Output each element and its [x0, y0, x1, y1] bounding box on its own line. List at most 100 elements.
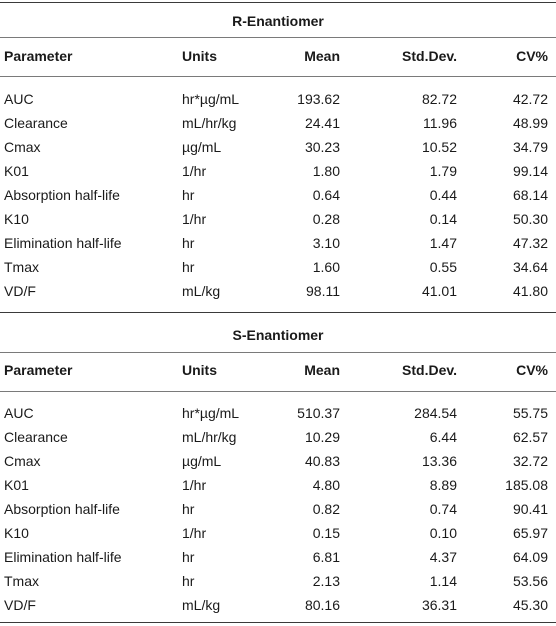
cell-cv: 47.32 — [512, 235, 548, 251]
table-row: AUC hr*µg/mL 193.62 82.72 42.72 — [0, 88, 556, 110]
cell-mean: 0.15 — [312, 525, 340, 541]
cell-std-dev: 1.79 — [429, 163, 457, 179]
cell-std-dev: 13.36 — [421, 453, 457, 469]
cell-cv: 50.30 — [512, 211, 548, 227]
cell-parameter: K10 — [4, 211, 29, 227]
cell-mean: 0.64 — [312, 187, 340, 203]
cell-cv: 68.14 — [512, 187, 548, 203]
cell-cv: 34.64 — [512, 259, 548, 275]
cell-units: 1/hr — [182, 525, 207, 541]
cell-cv: 90.41 — [512, 501, 548, 517]
section-rule — [0, 37, 556, 38]
cell-units: 1/hr — [182, 163, 207, 179]
cell-parameter: Tmax — [4, 573, 39, 589]
header-row: Parameter Units Mean Std.Dev. CV% — [0, 45, 556, 67]
top-rule — [0, 2, 556, 3]
cell-units: mL/hr/kg — [182, 429, 237, 445]
cell-mean: 4.80 — [312, 477, 340, 493]
cell-units: hr — [182, 501, 195, 517]
cell-parameter: K01 — [4, 163, 29, 179]
cell-units: mL/kg — [182, 597, 221, 613]
cell-parameter: Cmax — [4, 453, 41, 469]
cell-mean: 80.16 — [304, 597, 340, 613]
cell-cv: 32.72 — [512, 453, 548, 469]
cell-mean: 0.28 — [312, 211, 340, 227]
cell-units: µg/mL — [182, 453, 222, 469]
table-row: K01 1/hr 1.80 1.79 99.14 — [0, 160, 556, 182]
cell-units: hr — [182, 259, 195, 275]
cell-parameter: VD/F — [4, 283, 36, 299]
cell-std-dev: 11.96 — [423, 115, 457, 131]
cell-std-dev: 0.44 — [429, 187, 457, 203]
cell-mean: 10.29 — [304, 429, 340, 445]
cell-parameter: Absorption half-life — [4, 501, 120, 517]
table-row: VD/F mL/kg 80.16 36.31 45.30 — [0, 594, 556, 616]
header-cv: CV% — [516, 48, 548, 64]
table-row: Tmax hr 2.13 1.14 53.56 — [0, 570, 556, 592]
cell-std-dev: 8.89 — [429, 477, 457, 493]
table-row: Clearance mL/hr/kg 10.29 6.44 62.57 — [0, 426, 556, 448]
section-title-s: S-Enantiomer — [232, 327, 324, 343]
cell-mean: 193.62 — [297, 91, 340, 107]
cell-units: µg/mL — [182, 139, 222, 155]
header-parameter: Parameter — [4, 48, 73, 64]
table-row: Elimination half-life hr 6.81 4.37 64.09 — [0, 546, 556, 568]
cell-cv: 185.08 — [505, 477, 548, 493]
table-row: VD/F mL/kg 98.11 41.01 41.80 — [0, 280, 556, 302]
cell-units: mL/kg — [182, 283, 221, 299]
table-row: K10 1/hr 0.15 0.10 65.97 — [0, 522, 556, 544]
table-row: Elimination half-life hr 3.10 1.47 47.32 — [0, 232, 556, 254]
cell-units: hr*µg/mL — [182, 91, 240, 107]
header-units: Units — [182, 48, 217, 64]
header-units: Units — [182, 362, 217, 378]
cell-parameter: VD/F — [4, 597, 36, 613]
cell-std-dev: 0.74 — [429, 501, 457, 517]
table-row: AUC hr*µg/mL 510.37 284.54 55.75 — [0, 402, 556, 424]
header-mean: Mean — [304, 48, 340, 64]
cell-cv: 53.56 — [512, 573, 548, 589]
cell-parameter: Cmax — [4, 139, 41, 155]
cell-cv: 45.30 — [512, 597, 548, 613]
table-row: Cmax µg/mL 40.83 13.36 32.72 — [0, 450, 556, 472]
cell-std-dev: 0.14 — [429, 211, 457, 227]
cell-units: hr — [182, 549, 195, 565]
table-row: Absorption half-life hr 0.64 0.44 68.14 — [0, 184, 556, 206]
cell-std-dev: 82.72 — [421, 91, 457, 107]
cell-std-dev: 284.54 — [414, 405, 457, 421]
cell-mean: 0.82 — [312, 501, 340, 517]
header-cv: CV% — [516, 362, 548, 378]
cell-parameter: Elimination half-life — [4, 549, 122, 565]
cell-mean: 24.41 — [304, 115, 340, 131]
cell-std-dev: 6.44 — [429, 429, 457, 445]
cell-parameter: Clearance — [4, 115, 68, 131]
header-rule — [0, 391, 556, 392]
cell-cv: 62.57 — [512, 429, 548, 445]
cell-cv: 41.80 — [512, 283, 548, 299]
cell-mean: 98.11 — [306, 283, 340, 299]
table-row: K01 1/hr 4.80 8.89 185.08 — [0, 474, 556, 496]
cell-std-dev: 41.01 — [421, 283, 457, 299]
cell-std-dev: 1.47 — [429, 235, 457, 251]
cell-parameter: Tmax — [4, 259, 39, 275]
cell-cv: 64.09 — [512, 549, 548, 565]
cell-mean: 510.37 — [297, 405, 340, 421]
header-parameter: Parameter — [4, 362, 73, 378]
cell-units: hr — [182, 187, 195, 203]
bottom-rule-r — [0, 312, 556, 313]
cell-parameter: Elimination half-life — [4, 235, 122, 251]
cell-std-dev: 4.37 — [429, 549, 457, 565]
cell-mean: 1.80 — [312, 163, 340, 179]
cell-parameter: Clearance — [4, 429, 68, 445]
cell-mean: 40.83 — [304, 453, 340, 469]
cell-cv: 34.79 — [512, 139, 548, 155]
header-row: Parameter Units Mean Std.Dev. CV% — [0, 359, 556, 381]
cell-units: 1/hr — [182, 477, 207, 493]
table-row: Absorption half-life hr 0.82 0.74 90.41 — [0, 498, 556, 520]
cell-units: hr — [182, 235, 195, 251]
section-rule — [0, 352, 556, 353]
table-row: Tmax hr 1.60 0.55 34.64 — [0, 256, 556, 278]
cell-cv: 55.75 — [512, 405, 548, 421]
cell-parameter: Absorption half-life — [4, 187, 120, 203]
cell-cv: 48.99 — [512, 115, 548, 131]
